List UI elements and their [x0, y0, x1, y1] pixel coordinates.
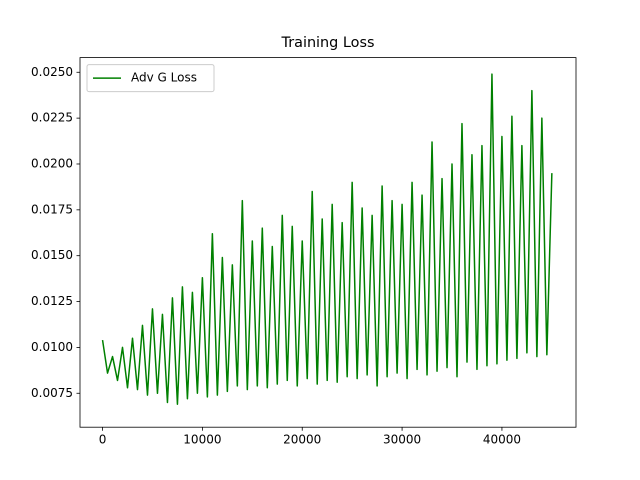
- legend-box: [86, 64, 215, 93]
- y-tick-label: 0.0125: [31, 294, 73, 308]
- chart-title: Training Loss: [281, 35, 375, 51]
- plot-frame: [79, 57, 577, 428]
- x-tick-label: 0: [99, 433, 107, 447]
- y-tick-label: 0.0075: [31, 386, 73, 400]
- y-tick-label: 0.0100: [31, 340, 73, 354]
- x-tick-label: 10000: [183, 433, 221, 447]
- x-tick-label: 20000: [283, 433, 321, 447]
- line-series: [101, 73, 553, 406]
- y-tick-label: 0.0225: [31, 111, 73, 125]
- y-tick-label: 0.0150: [31, 248, 73, 262]
- x-tick-label: 40000: [483, 433, 521, 447]
- y-tick-label: 0.0175: [31, 202, 73, 216]
- x-tick-label: 30000: [383, 433, 421, 447]
- y-tick-label: 0.0250: [31, 65, 73, 79]
- legend-label: Adv G Loss: [131, 71, 197, 85]
- y-tick-label: 0.0200: [31, 156, 73, 170]
